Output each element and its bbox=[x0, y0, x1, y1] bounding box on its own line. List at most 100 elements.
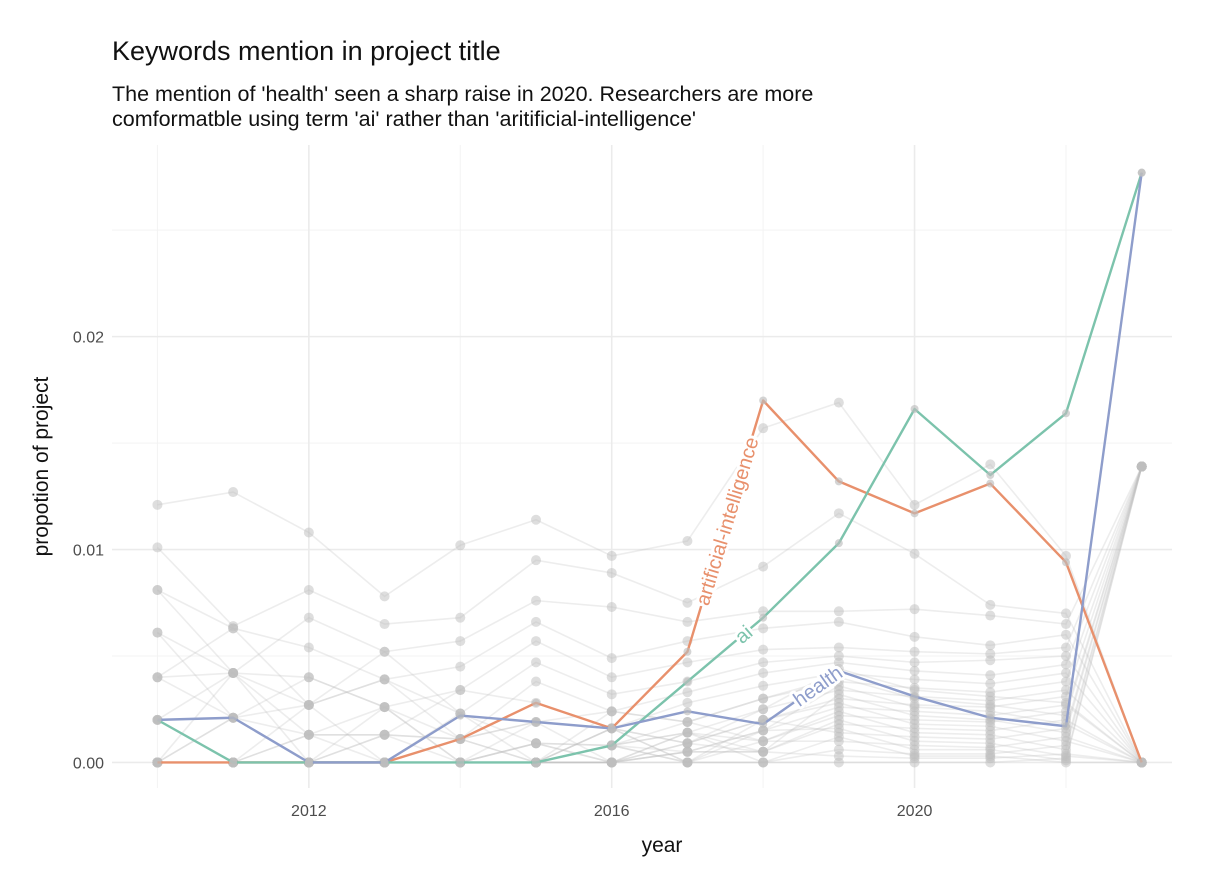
background-series-line bbox=[157, 466, 1143, 764]
background-point bbox=[833, 757, 844, 768]
background-point bbox=[909, 719, 920, 730]
background-point bbox=[833, 723, 844, 734]
background-point bbox=[379, 729, 390, 740]
series-point-health bbox=[910, 692, 919, 701]
series-point-ai bbox=[834, 539, 843, 548]
background-point bbox=[1061, 727, 1071, 738]
background-point bbox=[682, 616, 693, 627]
x-tick-label: 2020 bbox=[897, 803, 933, 820]
background-point bbox=[228, 668, 239, 679]
background-point bbox=[606, 567, 617, 578]
background-point bbox=[985, 599, 996, 610]
series-point-health bbox=[1062, 722, 1070, 731]
background-point bbox=[531, 514, 541, 525]
background-series-line bbox=[157, 466, 1143, 708]
background-point bbox=[682, 716, 693, 727]
highlight-series bbox=[153, 168, 1146, 767]
background-point bbox=[455, 685, 466, 696]
series-point-health bbox=[229, 713, 238, 722]
series-point-ai bbox=[683, 677, 692, 686]
chart-subtitle: The mention of 'health' seen a sharp rai… bbox=[112, 82, 813, 132]
background-point bbox=[1061, 629, 1071, 640]
series-point-artificial-intelligence bbox=[834, 477, 843, 486]
background-point bbox=[303, 584, 314, 595]
background-series-line bbox=[156, 632, 1143, 763]
background-point bbox=[1061, 650, 1071, 661]
background-point bbox=[833, 397, 844, 408]
y-tick-label: 0.02 bbox=[73, 330, 104, 347]
x-axis-label: year bbox=[642, 834, 683, 857]
series-point-ai bbox=[910, 405, 919, 414]
background-series-line bbox=[157, 672, 1143, 764]
background-point bbox=[758, 736, 769, 747]
axis-ticks: 2012 2016 2020 0.00 0.01 0.02 bbox=[73, 330, 933, 820]
series-point-ai bbox=[607, 741, 616, 750]
background-series-line bbox=[156, 466, 1143, 675]
background-point bbox=[909, 674, 920, 685]
background-point bbox=[531, 616, 541, 627]
background-point bbox=[379, 674, 390, 685]
background-point bbox=[833, 697, 844, 708]
background-point bbox=[682, 727, 693, 738]
background-point bbox=[909, 631, 920, 642]
background-point bbox=[455, 612, 466, 623]
background-series-line bbox=[157, 721, 1142, 764]
background-point bbox=[152, 499, 163, 510]
series-point-health bbox=[532, 717, 540, 726]
background-point bbox=[758, 668, 769, 679]
background-point bbox=[833, 714, 844, 725]
background-point bbox=[985, 691, 996, 702]
x-tick-label: 2012 bbox=[291, 803, 327, 820]
background-point bbox=[758, 746, 769, 757]
background-point bbox=[606, 689, 617, 700]
background-point bbox=[1061, 619, 1071, 630]
background-point bbox=[833, 672, 844, 683]
series-point-ai bbox=[532, 758, 540, 767]
line-labels: artificial-intelligenceartificial-intell… bbox=[689, 432, 850, 715]
background-point bbox=[606, 706, 617, 717]
background-point bbox=[833, 642, 844, 653]
background-point bbox=[758, 644, 769, 655]
background-point bbox=[758, 561, 769, 572]
background-point bbox=[909, 710, 920, 721]
background-point bbox=[682, 536, 693, 547]
background-point bbox=[1061, 668, 1071, 679]
background-point bbox=[909, 736, 920, 747]
background-point bbox=[909, 751, 920, 762]
background-point bbox=[1061, 659, 1071, 670]
background-point bbox=[985, 721, 996, 732]
background-point bbox=[833, 731, 844, 742]
background-point bbox=[1061, 736, 1071, 747]
background-point bbox=[152, 584, 163, 595]
background-point bbox=[606, 653, 617, 664]
background-point bbox=[758, 680, 769, 691]
series-point-health bbox=[607, 724, 616, 733]
background-point bbox=[152, 672, 163, 683]
background-point bbox=[985, 655, 996, 666]
background-point bbox=[303, 672, 314, 683]
background-point bbox=[909, 727, 920, 738]
background-point bbox=[909, 665, 920, 676]
background-point bbox=[833, 706, 844, 717]
background-series bbox=[152, 397, 1147, 768]
background-point bbox=[758, 693, 769, 704]
background-point bbox=[682, 746, 693, 757]
series-point-artificial-intelligence bbox=[759, 396, 768, 405]
background-series-line bbox=[157, 672, 1143, 763]
background-point bbox=[909, 657, 920, 668]
series-point-artificial-intelligence bbox=[456, 735, 465, 744]
background-series-line bbox=[157, 466, 1143, 764]
background-point bbox=[531, 636, 541, 647]
background-point bbox=[1061, 608, 1071, 619]
background-point bbox=[531, 676, 541, 687]
series-point-artificial-intelligence bbox=[153, 758, 162, 767]
background-point bbox=[985, 610, 996, 621]
series-point-artificial-intelligence bbox=[1137, 758, 1146, 767]
background-point bbox=[985, 678, 996, 689]
series-point-artificial-intelligence bbox=[532, 698, 540, 707]
series-point-ai bbox=[456, 758, 465, 767]
background-point bbox=[531, 657, 541, 668]
line-label-group: artificial-intelligenceartificial-intell… bbox=[689, 432, 766, 611]
background-point bbox=[455, 661, 466, 672]
background-point bbox=[228, 487, 239, 498]
